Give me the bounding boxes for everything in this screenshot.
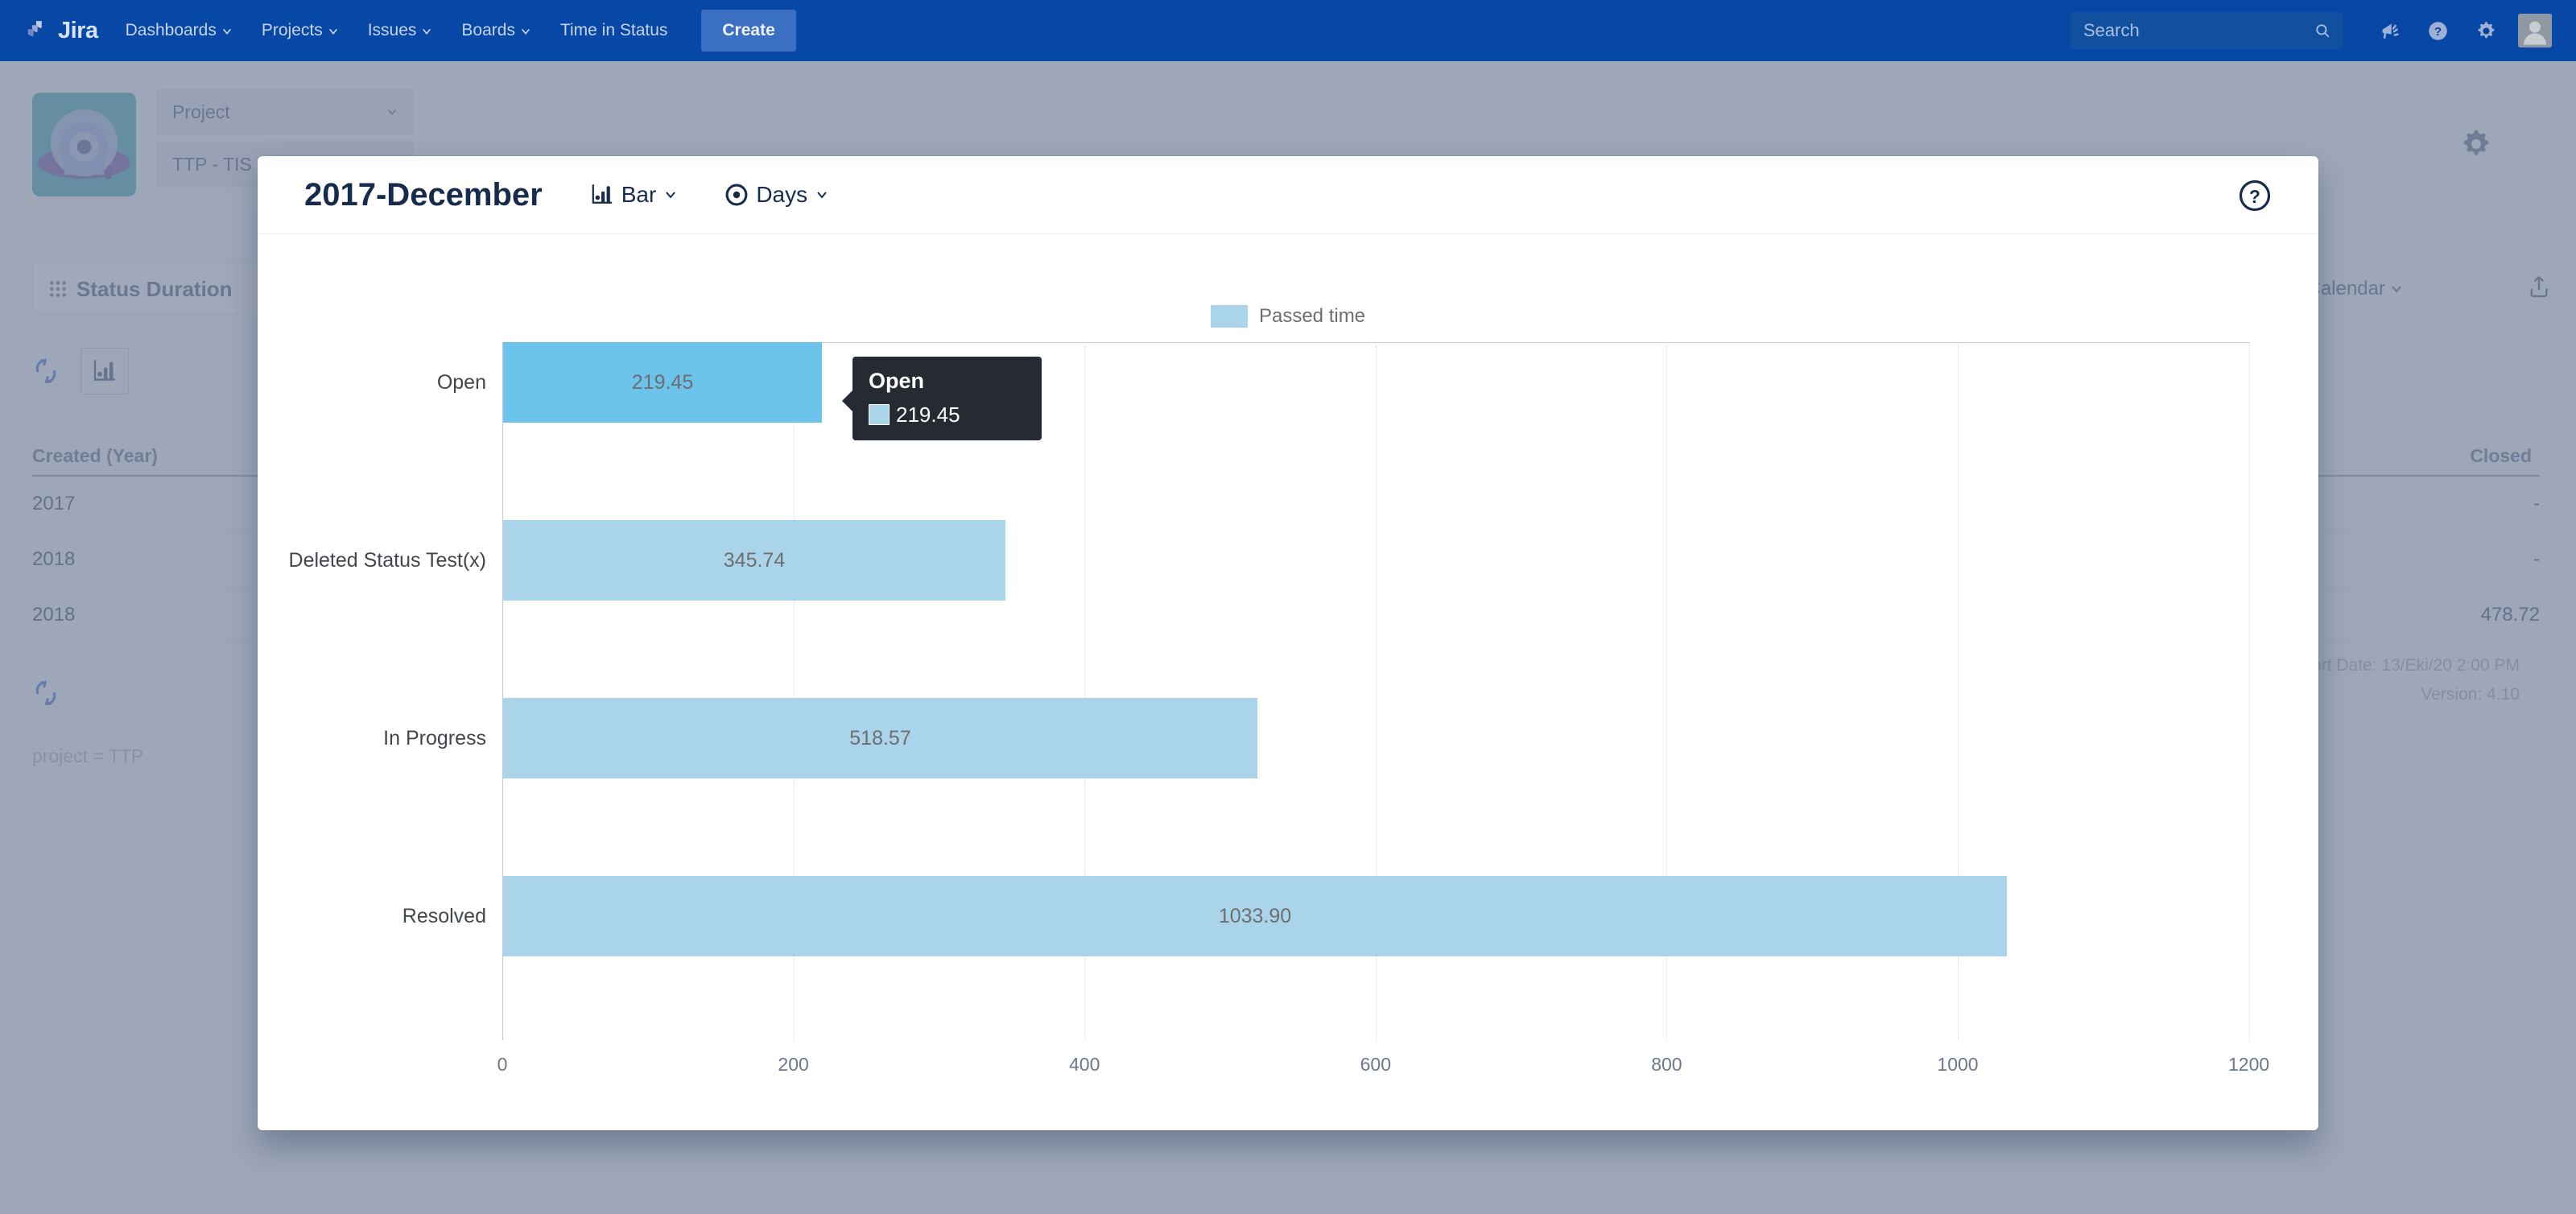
- svg-text:?: ?: [2249, 186, 2260, 207]
- svg-text:?: ?: [2434, 25, 2441, 39]
